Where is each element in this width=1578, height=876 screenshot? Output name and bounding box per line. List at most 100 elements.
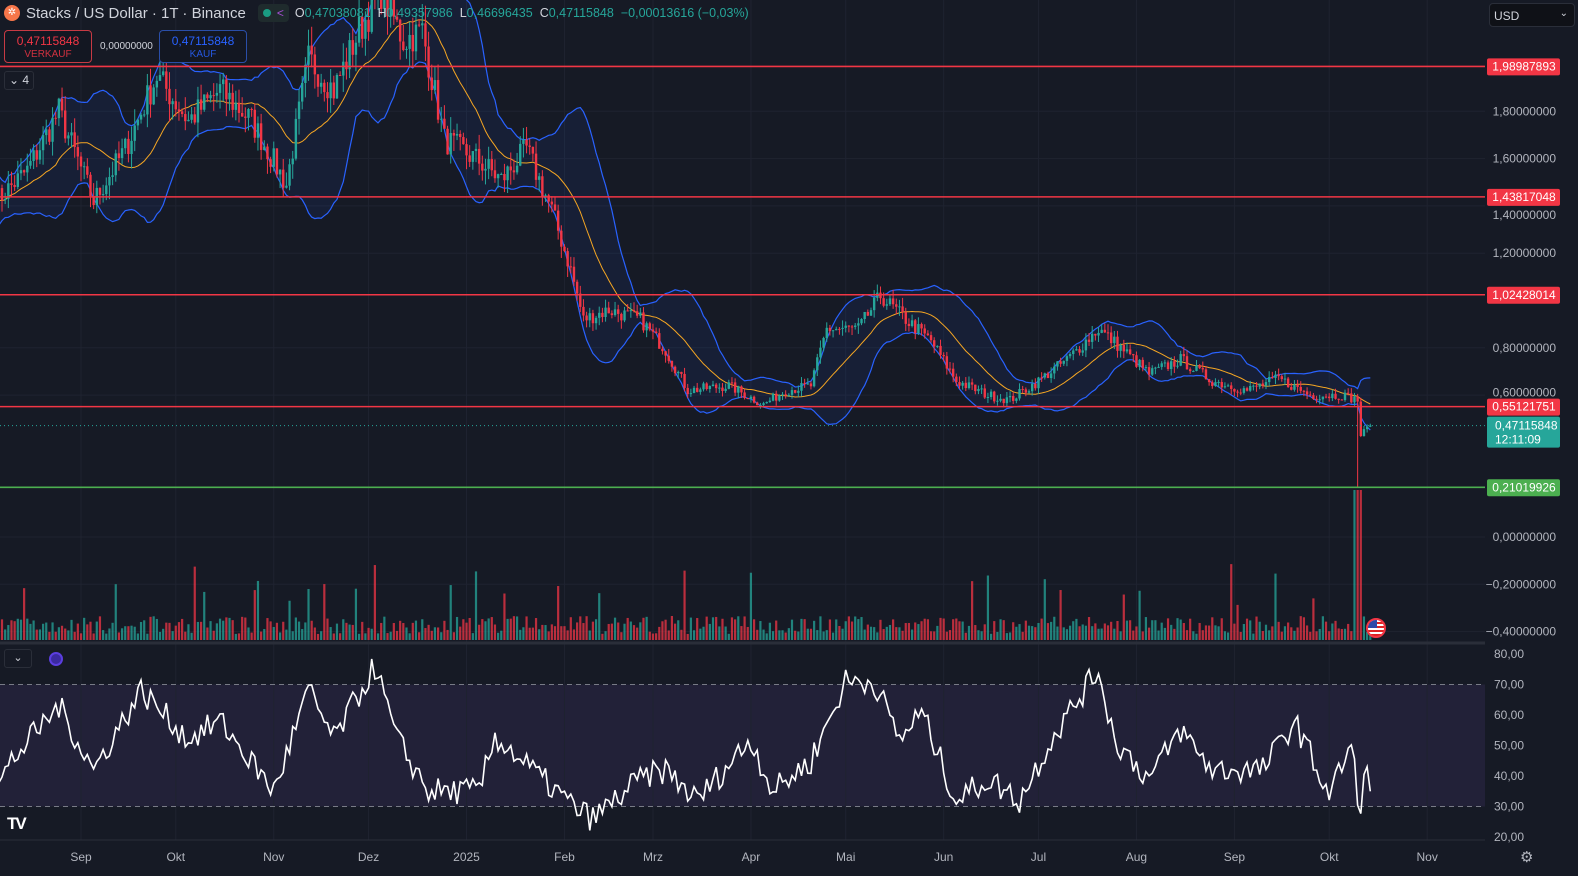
- candle-body: [591, 313, 595, 324]
- candle-body: [1195, 365, 1198, 371]
- volume-bar: [48, 631, 51, 640]
- candle-body: [452, 132, 456, 136]
- candle-body: [996, 400, 999, 402]
- volume-bar: [591, 621, 595, 640]
- volume-bar: [784, 632, 787, 640]
- volume-bar: [689, 617, 692, 640]
- candle-body: [1173, 361, 1176, 367]
- volume-bar: [38, 629, 42, 640]
- candle-body: [661, 348, 664, 352]
- candle-body: [398, 19, 402, 42]
- candle-body: [724, 388, 727, 391]
- volume-bar: [1252, 633, 1255, 640]
- candle-body: [594, 317, 598, 324]
- volume-bar: [13, 621, 16, 640]
- volume-bar: [1081, 624, 1084, 640]
- volume-bar: [484, 621, 487, 640]
- bollinger-lower: [0, 61, 1371, 431]
- volume-bar: [664, 619, 667, 640]
- candle-body: [980, 388, 983, 390]
- buy-button[interactable]: 0,47115848 KAUF: [159, 30, 247, 63]
- volume-bar: [1002, 620, 1005, 640]
- volume-bar: [1277, 621, 1280, 640]
- candle-body: [1002, 398, 1005, 404]
- symbol-title[interactable]: Stacks / US Dollar · 1T · Binance: [26, 4, 246, 22]
- candle-body: [604, 307, 607, 317]
- candle-body: [531, 146, 535, 154]
- volume-bar: [1315, 631, 1318, 640]
- volume-bar: [1268, 630, 1271, 640]
- candle-body: [888, 298, 892, 305]
- tradingview-logo[interactable]: TV: [7, 814, 27, 833]
- volume-bar: [623, 623, 626, 640]
- volume-bar: [803, 619, 806, 640]
- volume-bar: [222, 620, 225, 640]
- volume-bar: [971, 581, 974, 640]
- candle-body: [964, 382, 967, 389]
- candle-body: [395, 16, 399, 20]
- volume-bar: [275, 622, 279, 640]
- candle-body: [29, 160, 32, 166]
- volume-bar: [945, 631, 948, 640]
- volume-bar: [765, 633, 768, 640]
- candle-body: [215, 92, 219, 96]
- candle-body: [1343, 392, 1347, 401]
- volume-bar: [955, 618, 958, 640]
- candle-body: [629, 310, 633, 312]
- candle-body: [1226, 385, 1230, 387]
- volume-bar: [339, 633, 342, 640]
- volume-bar: [737, 616, 740, 640]
- share-icon[interactable]: <: [276, 6, 284, 20]
- candle-body: [89, 174, 92, 197]
- volume-bar: [993, 621, 996, 640]
- candle-body: [752, 396, 756, 403]
- volume-bar: [1176, 618, 1179, 640]
- candle-body: [1141, 359, 1144, 368]
- candle-body: [155, 80, 159, 88]
- volume-bar: [171, 631, 174, 640]
- gear-icon[interactable]: ⚙: [1520, 849, 1534, 866]
- candle-body: [370, 0, 373, 32]
- candle-body: [114, 153, 117, 176]
- volume-bar: [114, 584, 117, 640]
- volume-bar: [326, 618, 329, 640]
- candle-body: [762, 403, 765, 405]
- volume-bar: [857, 619, 860, 640]
- candle-body: [1230, 385, 1233, 389]
- level-price-label: [1487, 58, 1560, 76]
- candle-body: [569, 266, 572, 268]
- us-flag-icon[interactable]: [1366, 618, 1386, 638]
- volume-bar: [490, 617, 493, 640]
- volume-bar: [139, 622, 143, 640]
- volume-bar: [617, 622, 620, 640]
- sell-button[interactable]: 0,47115848 VERKAUF: [4, 30, 92, 63]
- currency-select[interactable]: USD ⌄: [1489, 3, 1575, 27]
- volume-bar: [45, 622, 48, 640]
- candle-body: [999, 398, 1002, 401]
- volume-bar: [699, 628, 702, 640]
- volume-bar: [768, 622, 771, 640]
- volume-bar: [746, 626, 749, 640]
- candle-body: [212, 95, 215, 97]
- candle-body: [816, 357, 819, 371]
- indicators-toggle[interactable]: ⌄ 4: [4, 71, 34, 90]
- volume-bar: [465, 622, 468, 640]
- volume-bar: [1185, 630, 1189, 640]
- status-pill[interactable]: <: [257, 4, 289, 22]
- candle-body: [926, 333, 930, 336]
- candle-body: [891, 298, 895, 305]
- candle-body: [556, 210, 560, 231]
- volume-bar: [354, 588, 358, 640]
- volume-bar: [967, 625, 971, 640]
- volume-bar: [1103, 623, 1106, 640]
- candle-body: [67, 135, 70, 139]
- candle-body: [496, 174, 500, 179]
- volume-bar: [743, 616, 746, 640]
- rsi-collapse-button[interactable]: ⌄: [4, 649, 32, 668]
- candle-body: [1245, 388, 1249, 391]
- volume-bar: [1046, 623, 1050, 640]
- volume-bar: [130, 625, 133, 640]
- candle-body: [673, 366, 677, 374]
- candle-body: [259, 123, 263, 150]
